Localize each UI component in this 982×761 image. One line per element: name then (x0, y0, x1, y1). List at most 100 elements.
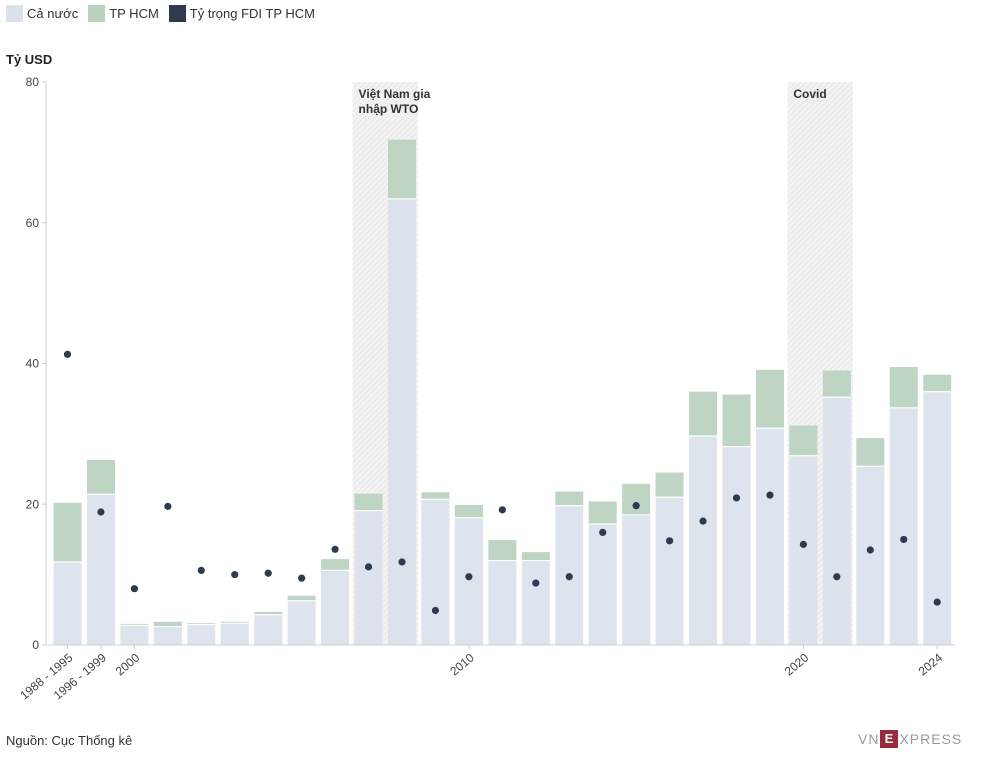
dot-ty-trong (431, 606, 440, 615)
bar-tp-hcm (388, 139, 416, 199)
legend-label-ty-trong: Tỷ trọng FDI TP HCM (189, 6, 316, 21)
bar-ca-nuoc (454, 517, 483, 645)
dot-ty-trong (599, 528, 607, 537)
legend-swatch-tp-hcm (88, 5, 106, 22)
bar-tp-hcm (521, 552, 550, 561)
bar-tp-hcm (187, 623, 216, 625)
y-axis-title: Tỷ USD (6, 52, 53, 67)
bar-ca-nuoc (86, 494, 115, 645)
bar-ca-nuoc (722, 446, 751, 645)
bar-ca-nuoc (521, 560, 550, 645)
bar-ca-nuoc (120, 625, 149, 645)
dot-ty-trong (498, 506, 506, 514)
bar-ca-nuoc (421, 499, 450, 645)
legend-swatch-ty-trong (168, 5, 186, 22)
dot-layer (63, 350, 941, 615)
dot-ty-trong (197, 566, 205, 575)
y-tick-label: 40 (26, 357, 40, 371)
annotation-label-line: nhập WTO (359, 102, 419, 116)
bar-tp-hcm (120, 623, 149, 626)
legend-item-tp-hcm[interactable]: TP HCM (88, 5, 159, 22)
bar-ca-nuoc (923, 391, 952, 645)
annotation-label-1: Covid (793, 87, 826, 101)
y-tick-label: 20 (26, 497, 40, 511)
bar-ca-nuoc (689, 435, 718, 645)
legend: Cả nước TP HCM Tỷ trọng FDI TP HCM (6, 5, 315, 22)
legend-swatch-ca-nuoc (6, 5, 23, 22)
x-tick-label: 2000 (113, 650, 143, 678)
bar-ca-nuoc (588, 523, 617, 645)
dot-ty-trong (933, 598, 941, 606)
bar-tp-hcm (856, 438, 885, 467)
bar-tp-hcm (722, 394, 751, 447)
bar-ca-nuoc (488, 560, 517, 645)
bar-ca-nuoc (889, 407, 918, 645)
bar-layer (53, 139, 952, 645)
bar-tp-hcm (421, 492, 450, 500)
legend-item-ty-trong[interactable]: Tỷ trọng FDI TP HCM (168, 5, 316, 22)
bar-ca-nuoc (220, 623, 249, 645)
logo-right-text: XPRESS (899, 731, 963, 747)
dot-ty-trong (799, 540, 808, 548)
dot-ty-trong (732, 494, 741, 502)
bar-tp-hcm (889, 367, 918, 408)
bar-tp-hcm (655, 472, 684, 498)
dot-ty-trong (264, 569, 272, 577)
bar-tp-hcm (755, 369, 784, 429)
bar-ca-nuoc (755, 428, 784, 645)
bar-tp-hcm (53, 502, 82, 562)
bar-tp-hcm (321, 559, 350, 571)
bar-ca-nuoc (321, 570, 350, 645)
bar-ca-nuoc (388, 198, 416, 645)
dot-ty-trong (130, 585, 138, 593)
logo-e-box: E (880, 730, 899, 748)
bar-ca-nuoc (187, 624, 216, 645)
dot-ty-trong (231, 571, 239, 579)
bar-tp-hcm (488, 540, 517, 561)
bar-tp-hcm (86, 459, 115, 495)
bar-tp-hcm (622, 483, 651, 515)
bar-tp-hcm (588, 501, 617, 524)
legend-item-ca-nuoc[interactable]: Cả nước (6, 5, 78, 22)
bar-tp-hcm (220, 621, 249, 624)
bar-ca-nuoc (822, 397, 851, 645)
bar-tp-hcm (287, 595, 316, 601)
legend-label-tp-hcm: TP HCM (109, 6, 159, 21)
y-tick-label: 80 (26, 75, 40, 89)
bar-tp-hcm (822, 370, 851, 398)
bar-ca-nuoc (856, 466, 885, 645)
dot-ty-trong (331, 545, 339, 553)
bar-ca-nuoc (354, 510, 383, 645)
dot-ty-trong (833, 573, 841, 581)
y-tick-label: 60 (26, 216, 40, 230)
bar-tp-hcm (789, 425, 818, 456)
x-tick-label: 2010 (447, 650, 477, 678)
dot-ty-trong (766, 491, 774, 499)
bar-ca-nuoc (789, 455, 818, 645)
bar-ca-nuoc (53, 561, 82, 645)
logo-left-text: VN (858, 731, 880, 747)
dot-ty-trong (164, 502, 172, 510)
y-tick-label: 0 (32, 638, 39, 652)
x-tick-label: 2020 (782, 650, 812, 678)
bar-tp-hcm (555, 491, 584, 506)
dot-ty-trong (532, 579, 540, 587)
dot-ty-trong (63, 350, 72, 358)
dot-ty-trong (465, 573, 473, 581)
dot-ty-trong (666, 537, 674, 545)
dot-ty-trong (97, 508, 105, 516)
dot-ty-trong (565, 573, 573, 581)
bar-ca-nuoc (655, 497, 684, 645)
annotation-label-line: Covid (793, 87, 826, 101)
bar-ca-nuoc (287, 600, 316, 645)
dot-ty-trong (699, 517, 707, 525)
bar-ca-nuoc (622, 514, 651, 645)
dot-ty-trong (364, 563, 373, 571)
annotation-label-line: Việt Nam gia (359, 87, 431, 101)
annotation-label-0: Việt Nam gia nhập WTO (359, 87, 431, 116)
bar-tp-hcm (254, 611, 283, 615)
bar-tp-hcm (354, 493, 383, 511)
dot-ty-trong (298, 574, 306, 582)
x-tick-label: 2024 (916, 650, 946, 678)
